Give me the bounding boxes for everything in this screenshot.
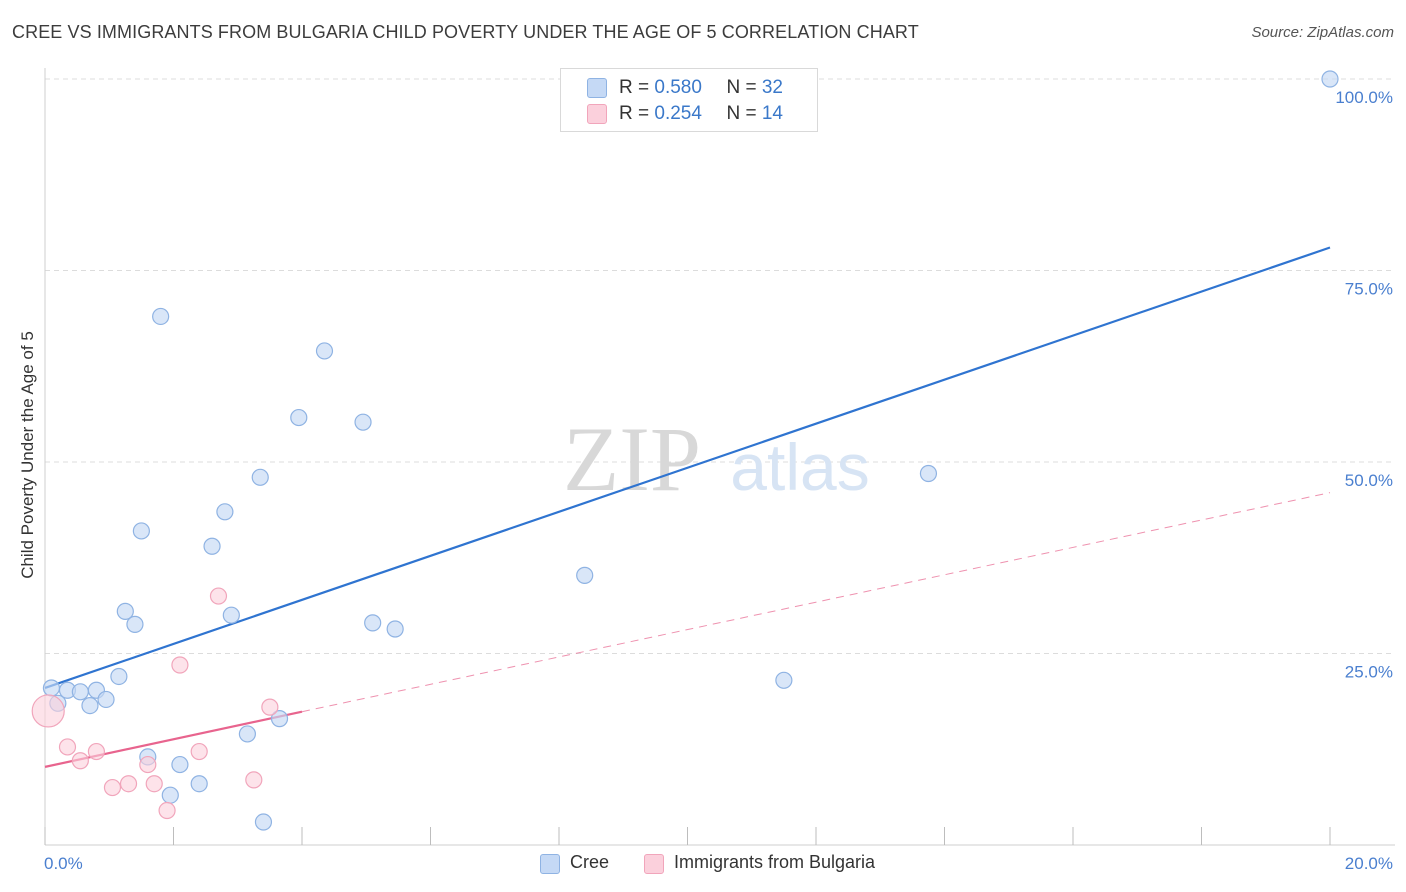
y-axis-label: Child Poverty Under the Age of 5 <box>18 331 37 579</box>
cree-point <box>919 464 938 483</box>
cree-point <box>1321 70 1339 88</box>
cree-r-value: 0.580 <box>654 77 702 98</box>
cree-point <box>216 503 234 521</box>
bottom-cree-label: Cree <box>570 852 610 872</box>
bulgaria-point <box>245 771 263 789</box>
cree-point <box>97 690 115 709</box>
cree-trendline <box>44 246 1331 690</box>
bulgaria-point <box>31 694 65 728</box>
bulgaria-point <box>145 775 163 793</box>
bulgaria-point <box>171 656 189 674</box>
bottom-bulgaria-label: Immigrants from Bulgaria <box>674 852 876 872</box>
bulgaria-n-value: 14 <box>761 103 783 124</box>
cree-point <box>116 602 134 620</box>
chart-title: CREE VS IMMIGRANTS FROM BULGARIA CHILD P… <box>12 22 919 42</box>
cree-point <box>203 537 221 555</box>
cree-point <box>222 606 240 624</box>
x-tick-label: 20.0% <box>1345 854 1393 873</box>
cree-point <box>775 671 793 689</box>
bulgaria-point <box>190 742 208 761</box>
bulgaria-point <box>209 587 228 605</box>
tick-labels: 25.0% 50.0% 75.0% 100.0% 0.0% 20.0% <box>44 88 1393 873</box>
cree-point <box>81 696 99 715</box>
bottom-bulgaria-swatch <box>644 854 664 874</box>
y-tick-label: 75.0% <box>1345 280 1393 299</box>
cree-point <box>190 775 208 793</box>
bulgaria-point <box>71 752 89 770</box>
bulgaria-point <box>158 801 176 820</box>
y-tick-label: 50.0% <box>1345 471 1393 490</box>
cree-point <box>576 566 594 584</box>
source-label: Source: ZipAtlas.com <box>1251 24 1394 41</box>
watermark-atlas: atlas <box>730 430 869 504</box>
watermark-zip: ZIP <box>563 408 701 510</box>
cree-point <box>132 522 150 540</box>
bulgaria-point <box>119 775 138 793</box>
bulgaria-point <box>103 778 122 797</box>
cree-n-label: N = <box>726 77 762 98</box>
cree-point <box>315 342 334 360</box>
bulgaria-n-label: N = <box>726 103 762 124</box>
y-tick-label: 100.0% <box>1335 88 1393 107</box>
cree-point <box>290 408 308 427</box>
watermark: ZIP atlas <box>563 408 870 510</box>
cree-point <box>386 620 404 638</box>
cree-point <box>238 725 256 743</box>
data-points <box>31 70 1339 831</box>
bulgaria-point <box>58 738 77 756</box>
cree-point <box>152 307 170 326</box>
cree-point <box>364 614 382 632</box>
y-tick-label: 25.0% <box>1345 663 1393 682</box>
cree-point <box>42 679 61 697</box>
bottom-legend: Cree Immigrants from Bulgaria <box>0 852 1406 878</box>
bulgaria-point <box>87 742 106 761</box>
cree-n-value: 32 <box>761 77 783 98</box>
bulgaria-swatch <box>587 104 607 124</box>
cree-point <box>171 755 189 774</box>
cree-point <box>161 786 179 804</box>
gridlines <box>45 78 1395 654</box>
cree-point <box>251 468 269 486</box>
cree-point <box>354 413 372 431</box>
cree-point <box>110 667 128 686</box>
cree-point <box>71 683 89 701</box>
bulgaria-trendline-extension <box>301 492 1331 713</box>
cree-point <box>270 710 289 728</box>
cree-point <box>254 813 273 831</box>
bulgaria-point <box>261 698 279 716</box>
cree-point <box>126 615 144 633</box>
bulgaria-r-value: 0.254 <box>654 103 702 124</box>
cree-r-label: R = <box>619 77 655 98</box>
cree-swatch <box>587 78 607 98</box>
bulgaria-point <box>139 755 157 774</box>
bottom-cree-swatch <box>540 854 560 874</box>
x-tick-label: 0.0% <box>44 854 83 873</box>
bulgaria-r-label: R = <box>619 103 655 124</box>
legend: R = 0.580 N = 32 R = 0.254 N = 14 <box>560 68 818 132</box>
